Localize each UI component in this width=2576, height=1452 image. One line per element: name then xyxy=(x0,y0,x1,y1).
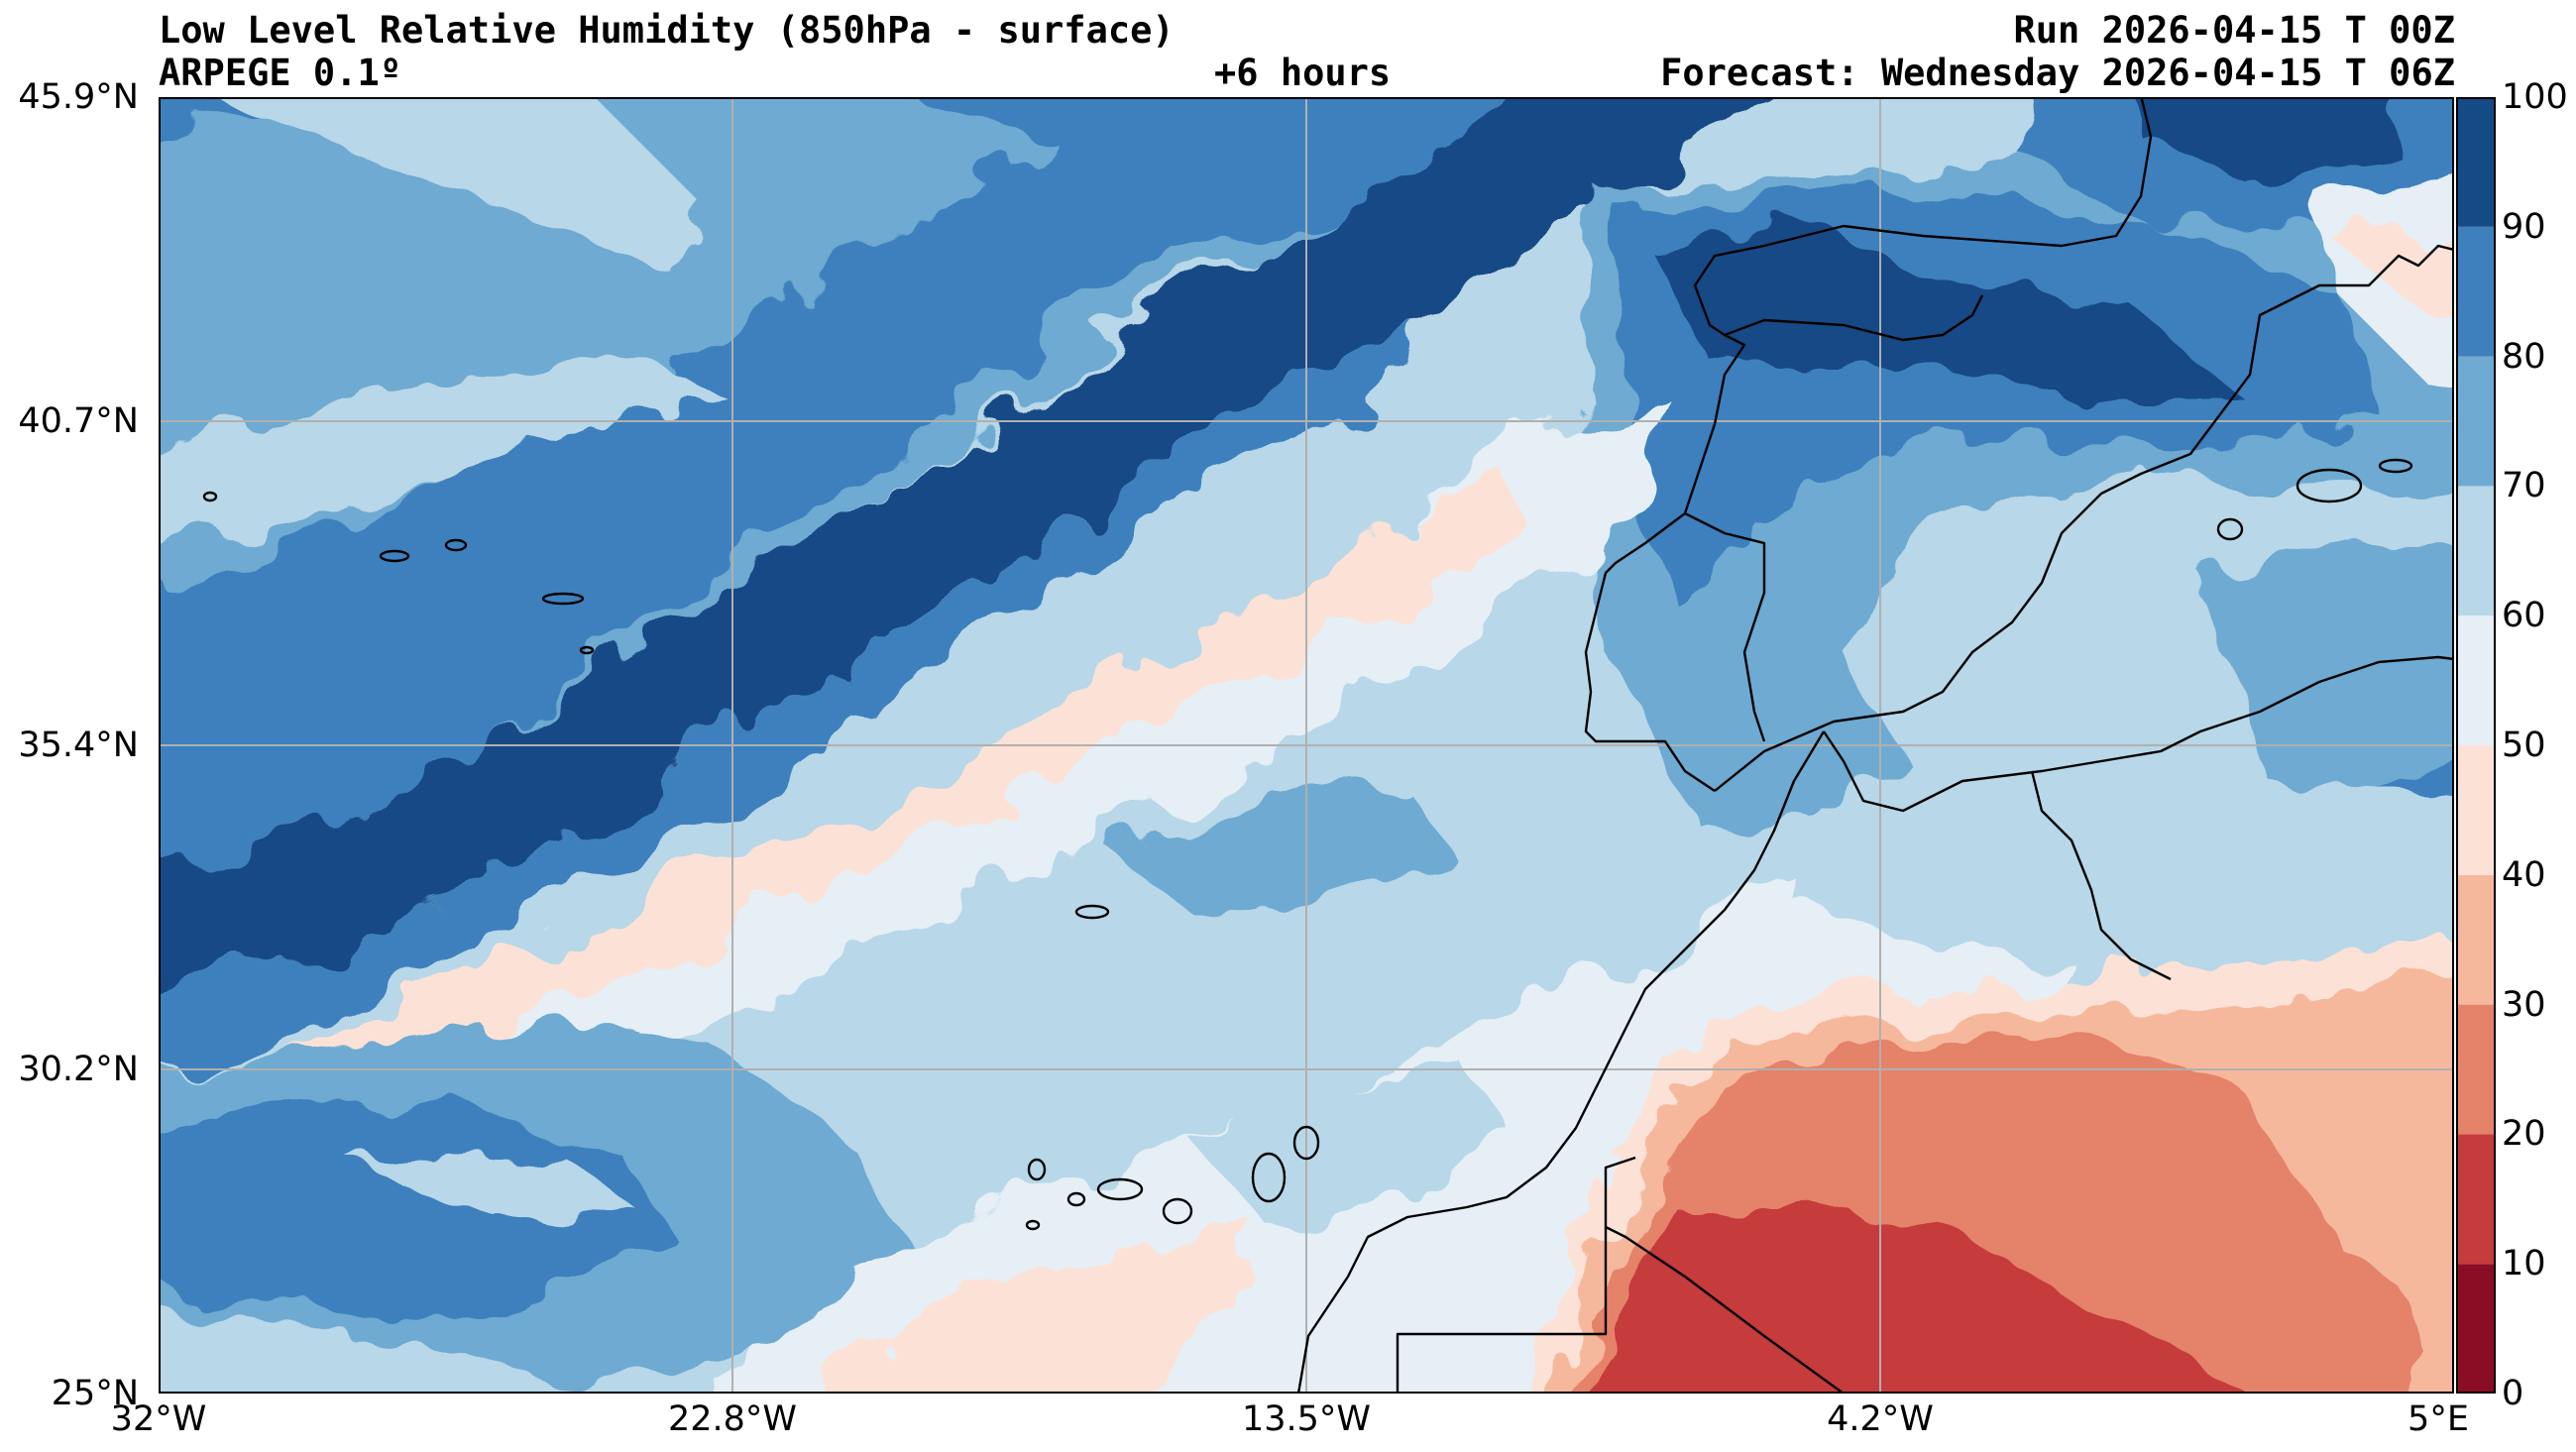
colorbar-tick-60: 60 xyxy=(2502,596,2546,635)
island-azores-1 xyxy=(202,491,218,503)
coast-france-med xyxy=(2279,244,2454,307)
colorbar-band-60-70 xyxy=(2456,486,2496,616)
colorbar xyxy=(2456,97,2496,1394)
lat-tick-35-4: 35.4°N xyxy=(18,726,139,765)
field-60-70-nw-band xyxy=(198,97,714,276)
field-70-80-east xyxy=(2200,533,2454,831)
island-azores-4 xyxy=(541,592,585,606)
lead-time: +6 hours xyxy=(1214,52,1392,94)
lon-tick-4-2w: 4.2°W xyxy=(1827,1399,1934,1439)
colorbar-tick-20: 20 xyxy=(2502,1114,2546,1154)
lat-tick-25: 25°N xyxy=(51,1374,139,1413)
colorbar-tick-70: 70 xyxy=(2502,466,2546,505)
lon-tick-22-8w: 22.8°W xyxy=(667,1399,798,1439)
field-90-100-river xyxy=(159,97,1764,995)
humidity-map xyxy=(159,97,2454,1394)
island-azores-3 xyxy=(444,538,468,552)
field-60-70-southwest-streak xyxy=(357,1148,634,1227)
border-morocco-algeria xyxy=(2030,770,2172,981)
lat-tick-45-9: 45.9°N xyxy=(18,77,139,117)
lat-tick-30-2: 30.2°N xyxy=(18,1050,139,1089)
field-90-100-ne xyxy=(2129,97,2399,176)
field-40-50-south xyxy=(829,1217,1249,1394)
coast-france-north xyxy=(1693,97,2153,336)
border-morocco-south xyxy=(1604,1156,1636,1227)
field-80-90-river-edge xyxy=(159,325,1417,1073)
model-name: ARPEGE 0.1º xyxy=(159,52,402,94)
lon-tick-5e: 5°E xyxy=(2408,1399,2469,1439)
colorbar-tick-0: 0 xyxy=(2502,1374,2524,1413)
coast-northafrica xyxy=(1823,655,2454,813)
island-canary-5 xyxy=(1025,1219,1041,1231)
island-canary-1 xyxy=(1027,1158,1047,1181)
island-azores-5 xyxy=(579,645,595,655)
lon-tick-32w: 32°W xyxy=(110,1399,207,1439)
island-ibiza xyxy=(2216,517,2244,541)
colorbar-band-40-50 xyxy=(2456,745,2496,875)
border-western-sahara xyxy=(1396,1225,1845,1394)
island-canary-6 xyxy=(1251,1152,1287,1203)
field-40-50-gulf-of-lion xyxy=(2339,226,2454,325)
island-azores-2 xyxy=(379,549,410,563)
field-60-70-north-africa xyxy=(1804,751,2454,979)
colorbar-tick-100: 100 xyxy=(2502,77,2568,117)
colorbar-tick-30: 30 xyxy=(2502,985,2546,1025)
coast-iberia-south xyxy=(1714,303,2281,792)
run-time: Run 2026-04-15 T 00Z xyxy=(2013,9,2455,52)
colorbar-band-30-40 xyxy=(2456,874,2496,1005)
field-60-70-nw-streak xyxy=(159,355,714,550)
island-canary-7 xyxy=(1292,1125,1320,1161)
field-70-80-central xyxy=(1110,791,1447,910)
map-title: Low Level Relative Humidity (850hPa - su… xyxy=(159,9,1175,52)
island-canary-3 xyxy=(1096,1177,1144,1201)
map-frame xyxy=(159,97,2454,1394)
colorbar-band-10-20 xyxy=(2456,1134,2496,1265)
lon-tick-13-5w: 13.5°W xyxy=(1241,1399,1372,1439)
islands xyxy=(202,458,2413,1231)
lat-tick-40-7: 40.7°N xyxy=(18,401,139,441)
island-madeira xyxy=(1074,904,1110,920)
colorbar-band-0-10 xyxy=(2456,1264,2496,1394)
coastlines xyxy=(1296,97,2454,1394)
island-canary-2 xyxy=(1066,1191,1086,1207)
colorbar-tick-10: 10 xyxy=(2502,1244,2546,1284)
coast-iberia-west xyxy=(1584,333,1746,792)
island-menorca xyxy=(2378,458,2413,474)
forecast-time: Forecast: Wednesday 2026-04-15 T 06Z xyxy=(1660,52,2455,94)
colorbar-tick-80: 80 xyxy=(2502,337,2546,377)
field-60-70-canaries xyxy=(1199,1068,1507,1227)
colorbar-band-20-30 xyxy=(2456,1004,2496,1135)
island-canary-4 xyxy=(1162,1197,1193,1225)
colorbar-tick-50: 50 xyxy=(2502,726,2546,765)
field-90-100-iberia xyxy=(1645,226,2240,394)
colorbar-band-80-90 xyxy=(2456,226,2496,357)
border-spain-france xyxy=(1724,294,1984,342)
coast-morocco-atlantic xyxy=(1296,730,1826,1394)
colorbar-tick-90: 90 xyxy=(2502,207,2546,247)
colorbar-band-50-60 xyxy=(2456,615,2496,745)
field-40-50-tongue xyxy=(159,474,1526,1158)
border-portugal-spain xyxy=(1684,511,1766,742)
colorbar-band-90-100 xyxy=(2456,97,2496,227)
field-10-20-sahara xyxy=(1592,1207,2245,1394)
island-mallorca xyxy=(2296,468,2363,503)
colorbar-tick-40: 40 xyxy=(2502,855,2546,895)
graticule xyxy=(159,97,2454,1394)
colorbar-band-70-80 xyxy=(2456,356,2496,487)
